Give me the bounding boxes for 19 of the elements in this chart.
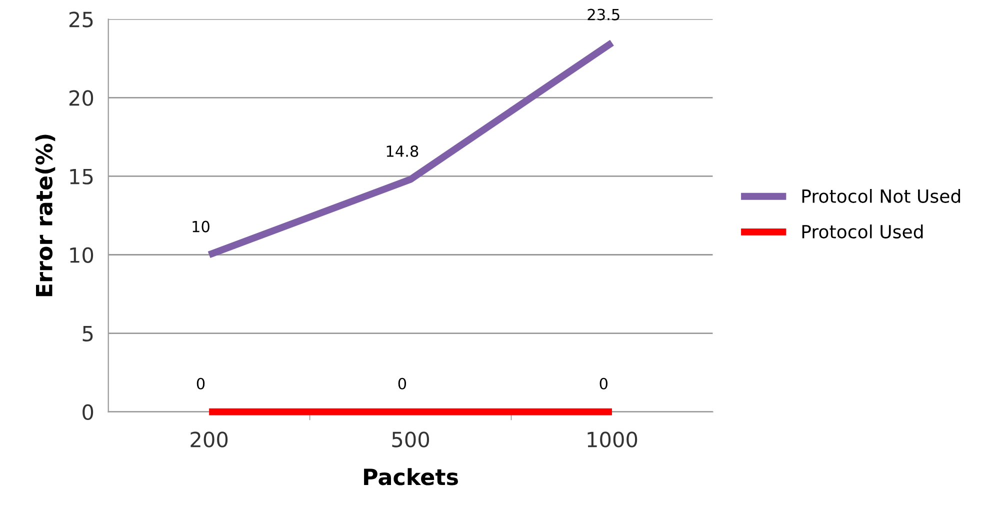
legend-label: Protocol Used [802,224,923,238]
y-tick-label: 20 [69,90,94,106]
data-label: 0 [196,378,205,390]
y-tick-label: 15 [70,168,93,184]
data-label: 14.8 [386,145,418,157]
y-tick-label: 10 [70,247,94,263]
data-label: 0 [398,378,406,390]
y-tick-label: 0 [82,404,94,420]
x-tick-label: 500 [392,432,430,448]
x-tick-label: 1000 [588,432,638,448]
x-tick-label: 200 [190,432,228,448]
data-label: 23.5 [588,8,620,20]
y-axis-title: Error rate(%) [35,134,56,296]
y-tick-label: 25 [69,12,93,28]
legend-label: Protocol Not Used [802,188,960,203]
data-label: 0 [600,378,608,390]
x-axis-title: Packets [364,468,458,486]
data-label: 10 [192,220,210,232]
y-tick-label: 5 [82,326,93,342]
